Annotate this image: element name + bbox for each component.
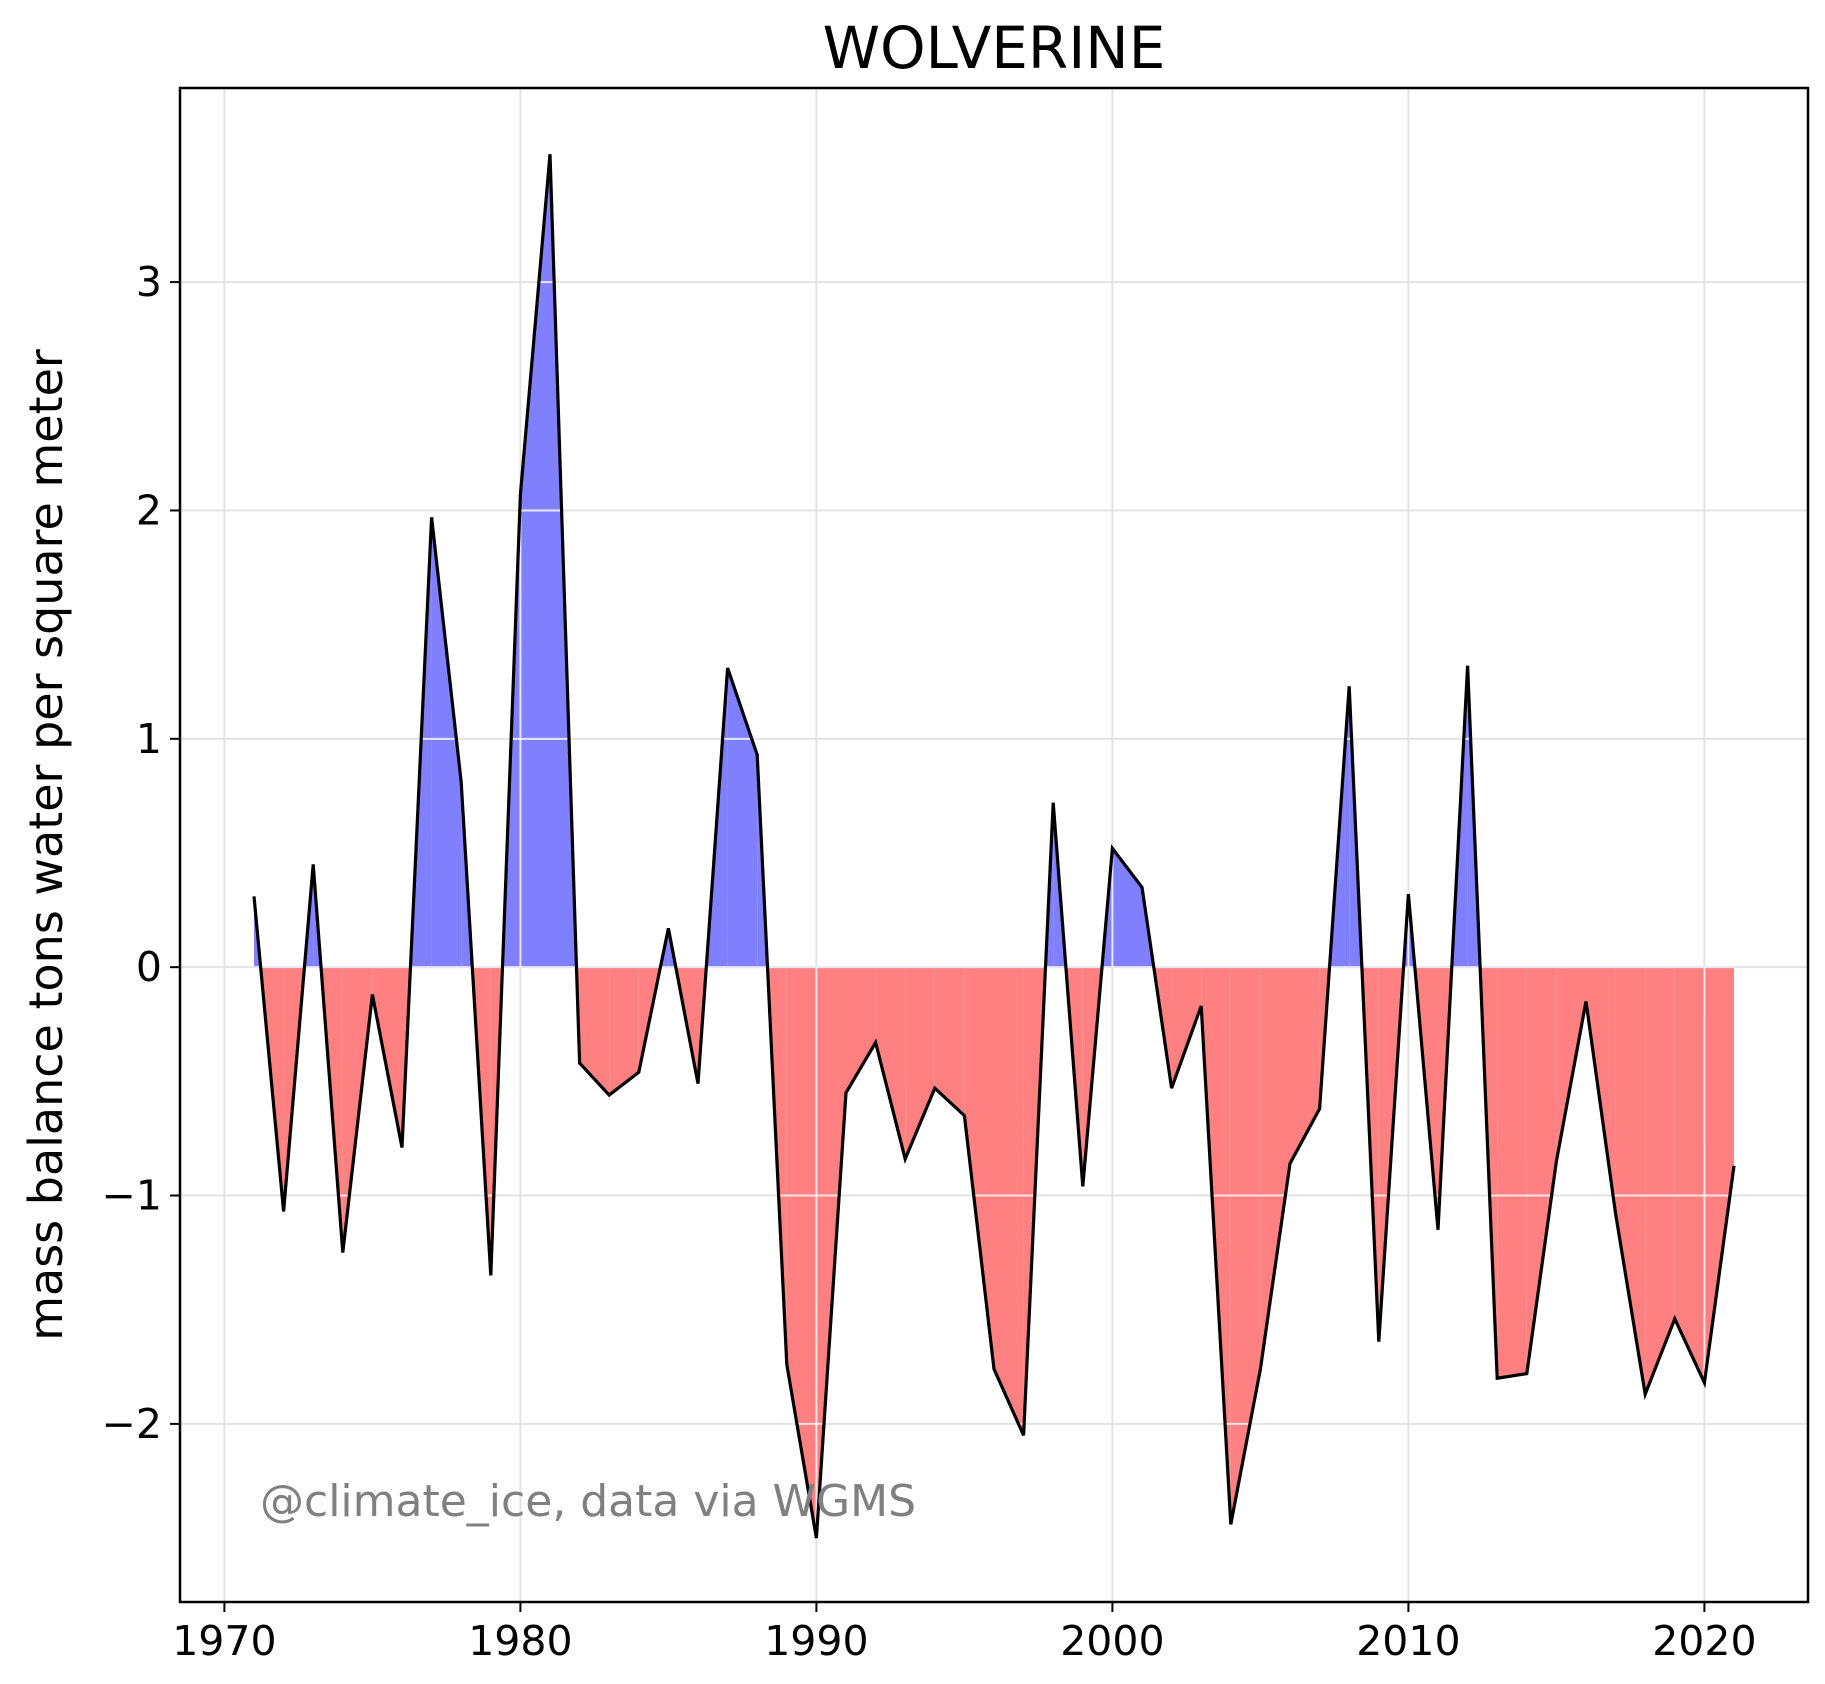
x-tick-label: 2010 [1356, 1617, 1460, 1665]
negative-fill-segment [964, 967, 994, 1370]
negative-fill-segment [1674, 967, 1705, 1383]
negative-fill-segment [1497, 967, 1527, 1379]
x-tick-label: 1970 [172, 1617, 276, 1665]
negative-fill-segment [1704, 967, 1734, 1383]
fill-areas [254, 154, 1734, 1539]
positive-fill-segment [520, 154, 550, 968]
negative-fill-segment [1615, 967, 1646, 1395]
negative-fill-segment [994, 967, 1024, 1436]
plot-frame [178, 86, 1810, 1604]
negative-fill-segment [609, 967, 639, 1096]
negative-fill-segment [816, 967, 846, 1539]
negative-fill-segment [786, 967, 817, 1539]
labels: WOLVERINE mass balance tons water per sq… [19, 14, 1165, 1527]
y-tick-label: 2 [136, 486, 162, 534]
y-tick-label: 3 [136, 258, 162, 306]
negative-fill-segment [875, 967, 906, 1159]
negative-fill-segment [846, 967, 876, 1093]
negative-fill-segment [579, 967, 610, 1096]
negative-fill-segment [1290, 967, 1320, 1164]
x-tick-label: 1980 [468, 1617, 572, 1665]
y-tick-label: 1 [136, 715, 162, 763]
negative-fill-segment [1171, 967, 1202, 1089]
negative-fill-segment [1526, 967, 1557, 1374]
y-tick-label: −1 [102, 1172, 162, 1220]
positive-fill-segment [431, 517, 462, 968]
negative-fill-segment [1230, 967, 1261, 1525]
negative-fill-segment [1645, 967, 1675, 1395]
series-line-mass-balance [252, 154, 1736, 1539]
positive-fill-segment [727, 668, 758, 968]
chart-title: WOLVERINE [823, 14, 1166, 82]
y-axis-label: mass balance tons water per square meter [19, 349, 73, 1341]
ticks: 1970 1980 1990 2000 2010 2020 −2 −1 0 1 2 3 [102, 258, 1757, 1665]
x-tick-label: 2000 [1060, 1617, 1164, 1665]
y-tick-label: −2 [102, 1400, 162, 1448]
annotation-watermark: @climate_ice, data via WGMS [260, 1476, 916, 1527]
x-tick-label: 2020 [1652, 1617, 1756, 1665]
y-tick-label: 0 [136, 943, 162, 991]
series [252, 154, 1736, 1539]
negative-fill-segment [934, 967, 965, 1116]
x-tick-label: 1990 [764, 1617, 868, 1665]
negative-fill-segment [905, 967, 935, 1159]
negative-fill-segment [1260, 967, 1290, 1370]
